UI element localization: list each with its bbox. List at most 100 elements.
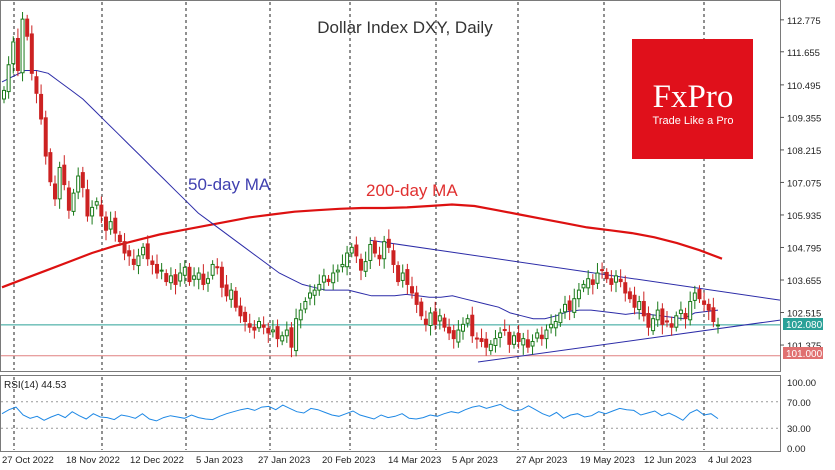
candle-body — [192, 275, 197, 280]
candle-body — [94, 201, 99, 206]
candle-body — [465, 318, 470, 324]
candle-body — [136, 255, 141, 267]
ma50-line — [1, 70, 719, 320]
candle-body — [275, 326, 280, 340]
y-tick-label: 111.655 — [787, 48, 820, 59]
candle-body — [66, 187, 71, 211]
candle-body — [15, 38, 20, 71]
candle-body — [447, 326, 452, 334]
x-tick-label: 20 Feb 2023 — [322, 455, 375, 466]
candle-body — [382, 241, 387, 260]
candle-body — [354, 244, 359, 257]
x-tick-label: 27 Jan 2023 — [258, 455, 310, 466]
candle-body — [363, 261, 368, 272]
price-tag-level: 101.000 — [783, 347, 823, 360]
candle-body — [210, 263, 215, 276]
candle-body — [289, 327, 294, 348]
candle-body — [581, 283, 586, 289]
candle-body — [349, 246, 354, 254]
candle-body — [131, 258, 136, 265]
candle-body — [270, 329, 275, 333]
candle-body — [535, 332, 540, 339]
candle-body — [155, 263, 159, 274]
candle-body — [312, 289, 317, 296]
candle-body — [113, 217, 118, 234]
y-axis: 112.775 111.655 110.495 109.355 108.215 107.0… — [780, 16, 821, 352]
candle-body — [623, 282, 628, 294]
candle-body — [674, 315, 679, 328]
candle-body — [145, 243, 150, 260]
x-tick-label: 5 Apr 2023 — [452, 455, 498, 466]
x-tick-label: 4 Jul 2023 — [708, 455, 752, 466]
candle-body — [280, 335, 285, 342]
price-tag-support: 102.080 — [783, 318, 823, 331]
candle-body — [400, 272, 405, 281]
svg-text:102.080: 102.080 — [786, 320, 823, 331]
logo-brand: FxPro — [653, 79, 734, 115]
candle-body — [451, 330, 456, 340]
candle-body — [618, 278, 623, 283]
candle-body — [549, 323, 554, 329]
candle-body — [396, 265, 401, 283]
candle-body — [108, 221, 113, 230]
candle-body — [678, 309, 683, 315]
candle-body — [62, 164, 67, 186]
candle-body — [34, 76, 39, 94]
y-tick-label: 101.375 — [787, 341, 821, 352]
candle-body — [456, 329, 461, 343]
candle-body — [43, 117, 48, 157]
candle-body — [433, 311, 438, 325]
candle-body — [590, 279, 595, 285]
candle-body — [219, 266, 224, 288]
chart-title: Dollar Index DXY, Daily — [317, 18, 493, 37]
candle-body — [405, 269, 410, 285]
candle-body — [359, 258, 363, 271]
candle-body — [80, 172, 85, 188]
lower-trendline — [477, 319, 781, 363]
candle-body — [164, 273, 169, 283]
rsi-tick-label: 70.00 — [787, 398, 811, 409]
candle-body — [660, 308, 665, 325]
candle-body — [294, 318, 299, 352]
candle-body — [470, 314, 475, 337]
candle-body — [48, 152, 53, 183]
rsi-line — [1, 403, 719, 422]
x-tick-label: 12 Jun 2023 — [644, 455, 696, 466]
candle-body — [25, 18, 30, 37]
candle-body — [159, 269, 164, 272]
candle-body — [247, 323, 252, 328]
candle-body — [368, 243, 373, 261]
candle-body — [340, 263, 345, 268]
candle-body — [711, 307, 716, 323]
y-tick-label: 112.775 — [787, 16, 821, 27]
y-tick-label: 108.215 — [787, 146, 821, 157]
candle-body — [57, 166, 62, 200]
x-tick-label: 5 Jan 2023 — [196, 455, 243, 466]
candle-body — [507, 331, 512, 345]
candle-body — [627, 291, 632, 300]
candle-body — [410, 286, 414, 294]
candle-body — [141, 246, 146, 256]
candle-body — [669, 323, 674, 328]
rsi-panel — [0, 375, 781, 452]
candle-body — [586, 278, 591, 289]
candle-body — [516, 332, 521, 342]
candle-body — [502, 328, 507, 331]
candle-body — [6, 64, 11, 93]
candle-body — [372, 240, 377, 254]
candle-body — [479, 338, 484, 342]
candle-body — [716, 324, 720, 327]
x-tick-label: 12 Dec 2022 — [130, 455, 184, 466]
candle-body — [493, 338, 498, 346]
candle-body — [224, 284, 229, 297]
candle-body — [76, 175, 81, 193]
candle-body — [576, 289, 581, 300]
logo-tagline: Trade Like a Pro — [653, 115, 734, 127]
svg-text:101.000: 101.000 — [786, 349, 823, 360]
x-axis: 27 Oct 2022 18 Nov 2022 12 Dec 2022 5 Jan 2… — [2, 455, 752, 466]
candle-body — [474, 337, 479, 340]
candle-body — [539, 334, 544, 340]
candle-body — [377, 254, 382, 260]
candles — [2, 11, 720, 358]
